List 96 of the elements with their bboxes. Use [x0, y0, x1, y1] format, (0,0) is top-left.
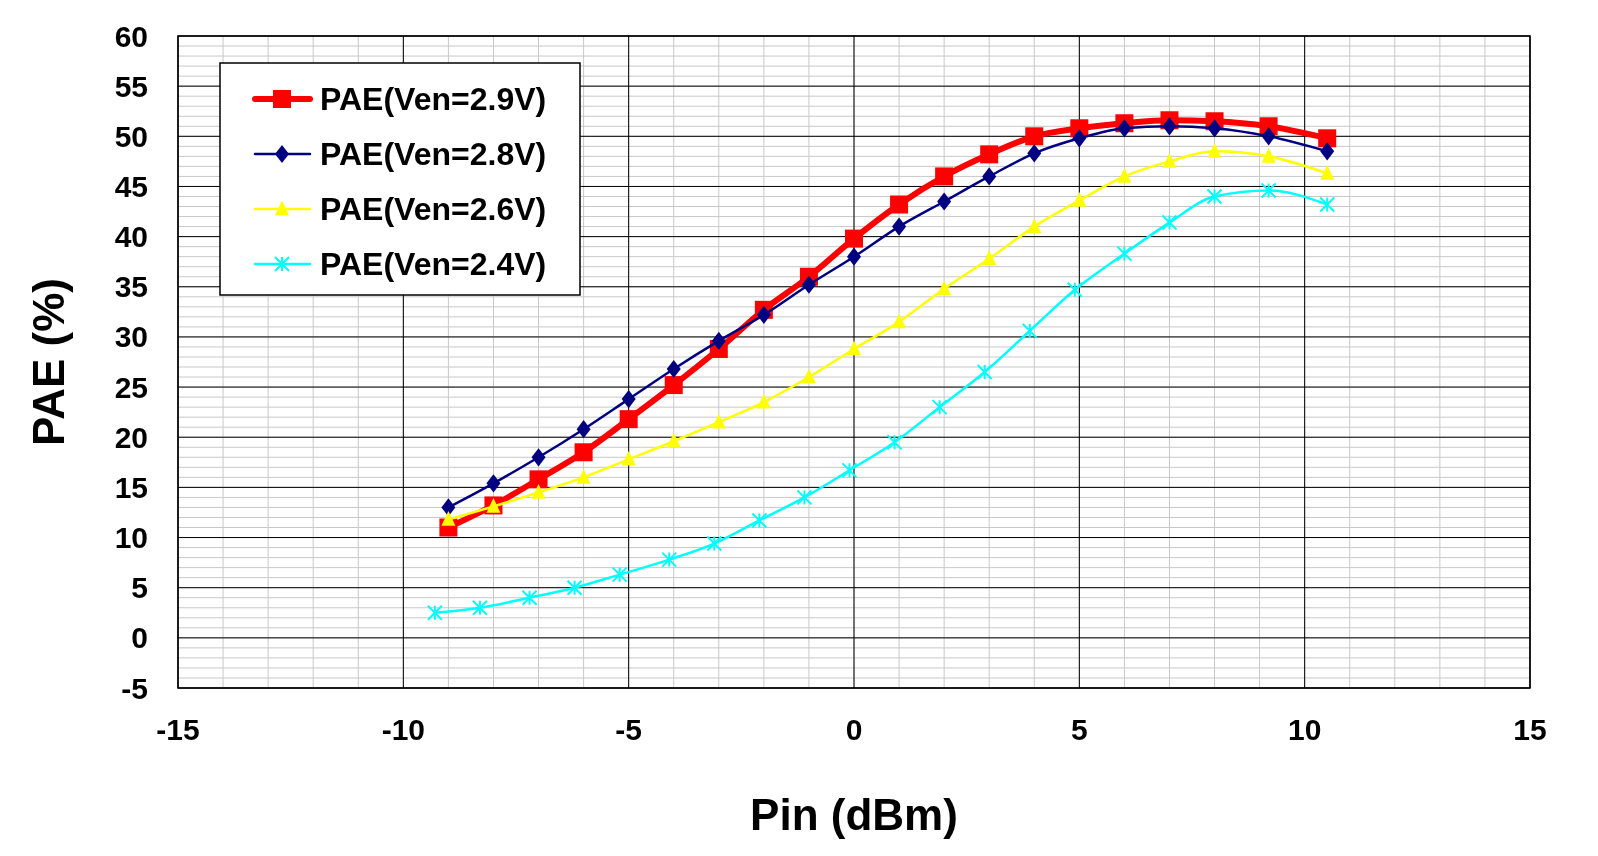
point [706, 535, 723, 552]
point [1319, 196, 1336, 213]
point [935, 167, 954, 186]
point [976, 364, 993, 381]
point [937, 280, 952, 296]
point [441, 511, 456, 526]
point [666, 432, 681, 448]
point [1161, 214, 1178, 231]
point [1320, 165, 1335, 180]
point [890, 195, 909, 214]
point [1072, 192, 1087, 207]
point [751, 512, 768, 529]
y-tick-label: 55 [114, 69, 148, 103]
x-tick-label: -15 [156, 713, 200, 746]
point [711, 413, 726, 429]
point [1162, 152, 1177, 168]
point [1260, 182, 1277, 199]
y-tick-label: 20 [114, 420, 148, 454]
point [664, 376, 683, 395]
point [486, 474, 501, 493]
y-tick-label: 35 [114, 270, 148, 304]
x-axis-title: Pin (dBm) [750, 790, 958, 839]
point [529, 470, 548, 489]
y-tick-label: 50 [114, 119, 148, 153]
point [1021, 322, 1038, 339]
legend-label: PAE(Ven=2.6V) [320, 191, 547, 228]
point [661, 551, 678, 568]
point [886, 434, 903, 451]
point [1320, 142, 1335, 161]
y-tick-label: 30 [114, 320, 148, 354]
point [1117, 119, 1132, 138]
point [841, 462, 858, 479]
point [847, 247, 861, 266]
point [937, 192, 952, 211]
point [521, 589, 538, 606]
point [982, 167, 997, 186]
point [980, 145, 999, 164]
point [847, 340, 861, 356]
y-tick-label: 25 [114, 370, 148, 404]
point [982, 250, 997, 265]
point [756, 305, 771, 324]
y-tick-label: 0 [131, 621, 148, 655]
point [426, 604, 443, 621]
y-tick-label: -5 [121, 671, 148, 705]
legend-label: PAE(Ven=2.4V) [320, 246, 547, 283]
point [1162, 117, 1177, 136]
point [892, 217, 907, 236]
y-axis-title: PAE (%) [24, 278, 73, 446]
point [1261, 127, 1276, 146]
point [931, 399, 948, 416]
x-tick-label: -10 [381, 713, 426, 746]
y-tick-label: 60 [114, 19, 148, 53]
point [441, 498, 456, 517]
point [1318, 129, 1337, 148]
point [1027, 218, 1042, 233]
point [619, 410, 638, 429]
y-tick-label: 5 [131, 571, 148, 605]
point [845, 229, 863, 248]
point [1066, 281, 1083, 298]
x-tick-label: 5 [1070, 713, 1088, 746]
point [611, 566, 628, 583]
point [666, 359, 681, 379]
point [711, 331, 726, 351]
point [566, 579, 583, 596]
point [801, 275, 816, 294]
point [576, 420, 591, 439]
point [1072, 129, 1087, 148]
x-tick-label: 0 [845, 713, 863, 746]
point [1116, 245, 1133, 262]
x-tick-label: -5 [615, 713, 643, 746]
point [1027, 144, 1042, 163]
point [621, 390, 636, 409]
point [892, 313, 907, 329]
point [531, 448, 546, 467]
point [1207, 119, 1222, 138]
legend-label: PAE(Ven=2.8V) [320, 136, 547, 173]
y-tick-label: 15 [114, 470, 148, 504]
point [1206, 188, 1223, 205]
y-tick-label: 45 [114, 169, 148, 203]
point [621, 450, 636, 466]
point [1117, 168, 1132, 183]
x-tick-label: 15 [1513, 713, 1547, 746]
point [471, 599, 488, 616]
point [574, 443, 593, 462]
x-tick-label: 10 [1287, 713, 1322, 746]
point [756, 393, 771, 409]
point [531, 484, 546, 499]
point [796, 489, 813, 506]
point [801, 368, 816, 384]
y-tick-label: 40 [114, 220, 148, 254]
legend-label: PAE(Ven=2.9V) [320, 81, 547, 118]
y-tick-label: 10 [114, 521, 148, 555]
point [576, 468, 591, 484]
point [1207, 142, 1222, 158]
point [1025, 127, 1044, 146]
point [1261, 147, 1276, 163]
